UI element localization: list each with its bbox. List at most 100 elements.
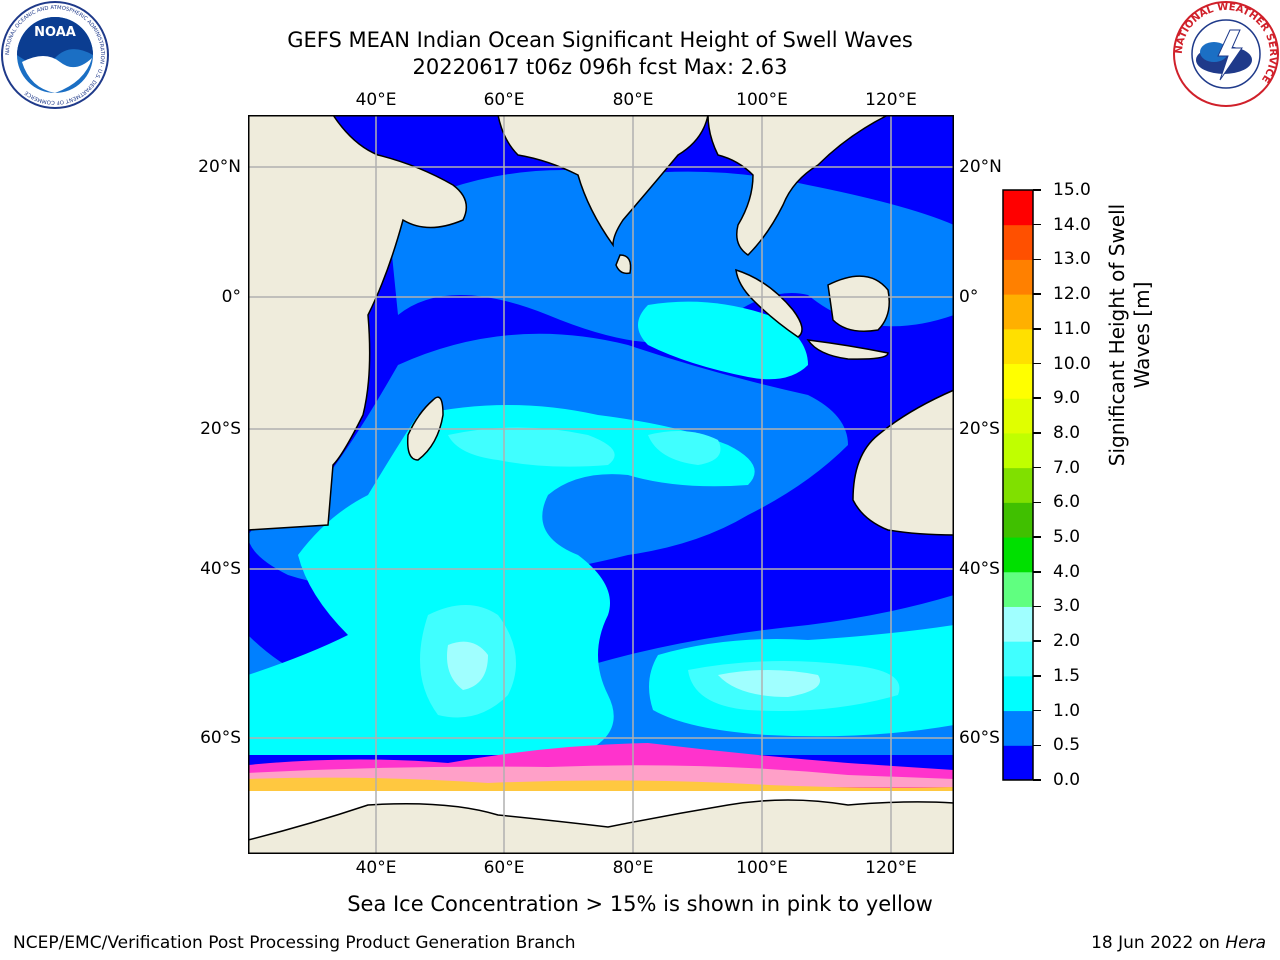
- colorbar-swatch: [1003, 328, 1033, 365]
- map-plot: [248, 115, 954, 854]
- colorbar-tick: [1033, 328, 1041, 330]
- lat-label-left-0: 0°: [221, 287, 241, 307]
- colorbar-swatch: [1003, 432, 1033, 469]
- lon-label-top-60e: 60°E: [483, 90, 525, 110]
- colorbar-tick-label: 10.0: [1053, 353, 1091, 374]
- colorbar-swatch: [1003, 294, 1033, 330]
- colorbar-tick: [1033, 432, 1041, 434]
- colorbar-tick-label: 5.0: [1053, 527, 1081, 548]
- colorbar-swatch: [1003, 398, 1033, 434]
- lon-label-top-40e: 40°E: [355, 90, 397, 110]
- sea-ice-caption: Sea Ice Concentration > 15% is shown in …: [347, 892, 933, 916]
- lon-label-bottom-60e: 60°E: [483, 858, 525, 878]
- colorbar-swatch: [1003, 675, 1033, 712]
- map-frame: [248, 115, 954, 854]
- swell-band-1-1.5: [638, 301, 808, 380]
- colorbar-tick: [1033, 501, 1041, 504]
- swell-band-2-3: [718, 670, 820, 697]
- colorbar-tick: [1033, 189, 1041, 191]
- colorbar-swatch: [1003, 363, 1033, 399]
- colorbar-tick: [1033, 779, 1041, 781]
- colorbar-tick-label: 4.0: [1053, 561, 1081, 582]
- colorbar-tick-label: 1.5: [1053, 665, 1081, 686]
- lat-label-left-60s: 60°S: [200, 728, 241, 748]
- swell-band-0.5-1: [388, 170, 954, 343]
- lon-label-bottom-120e: 120°E: [865, 858, 917, 878]
- colorbar-swatch: [1003, 224, 1033, 260]
- colorbar-swatch: [1003, 467, 1033, 503]
- colorbar-tick: [1033, 571, 1041, 573]
- colorbar-tick-label: 1.0: [1053, 700, 1081, 721]
- colorbar-tick: [1033, 640, 1041, 642]
- colorbar-tick-label: 2.0: [1053, 631, 1081, 652]
- colorbar-swatch: [1003, 606, 1033, 642]
- colorbar-tick: [1033, 675, 1041, 677]
- colorbar-swatch: [1003, 710, 1033, 746]
- lon-label-top-100e: 100°E: [736, 90, 788, 110]
- colorbar-tick-label: 11.0: [1053, 318, 1091, 339]
- colorbar-tick: [1033, 362, 1041, 365]
- colorbar-tick-label: 12.0: [1053, 284, 1091, 305]
- swell-band-1-1.5: [248, 405, 755, 755]
- lon-label-bottom-80e: 80°E: [612, 858, 654, 878]
- lat-label-right-0: 0°: [959, 287, 979, 307]
- colorbar-swatch: [1003, 571, 1033, 607]
- map-subtitle: 20220617 t06z 096h fcst Max: 2.63: [412, 55, 788, 79]
- colorbar-tick: [1033, 293, 1041, 295]
- lon-label-top-120e: 120°E: [865, 90, 917, 110]
- colorbar-tick: [1033, 466, 1041, 469]
- colorbar-title: Significant Height of Swell: [1105, 35, 1129, 635]
- colorbar-tick: [1033, 258, 1041, 261]
- lat-label-right-20n: 20°N: [959, 157, 1002, 177]
- colorbar-swatch: [1003, 745, 1033, 781]
- colorbar-swatch: [1003, 641, 1033, 677]
- colorbar-swatch: [1003, 259, 1033, 295]
- colorbar-tick-label: 8.0: [1053, 422, 1081, 443]
- lat-label-right-60s: 60°S: [959, 728, 1000, 748]
- nws-logo: NATIONAL WEATHER SERVICE: [1173, 1, 1279, 107]
- colorbar-tick: [1033, 605, 1041, 608]
- colorbar-title-line2: Waves [m]: [1130, 281, 1154, 389]
- swell-band-2-3: [447, 641, 488, 690]
- footer-date: 18 Jun 2022 on Hera: [1091, 933, 1266, 953]
- colorbar-tick: [1033, 397, 1041, 399]
- colorbar-tick-label: 7.0: [1053, 457, 1081, 478]
- colorbar-tick-label: 14.0: [1053, 214, 1091, 235]
- colorbar-frame: [1002, 189, 1034, 781]
- colorbar-swatch: [1003, 537, 1033, 573]
- colorbar-tick-label: 15.0: [1053, 180, 1091, 200]
- lon-label-bottom-40e: 40°E: [355, 858, 397, 878]
- footer-date-text: 18 Jun 2022 on: [1091, 933, 1226, 953]
- map-title: GEFS MEAN Indian Ocean Significant Heigh…: [287, 28, 913, 52]
- swell-band-1.5-2: [448, 427, 615, 467]
- noaa-logo: NOAA NATIONAL OCEANIC AND ATMOSPHERIC AD…: [1, 1, 109, 109]
- lat-label-right-40s: 40°S: [959, 559, 1000, 579]
- lon-label-top-80e: 80°E: [612, 90, 654, 110]
- colorbar-tick: [1033, 536, 1041, 538]
- lat-label-left-40s: 40°S: [200, 559, 241, 579]
- colorbar-tick: [1033, 709, 1041, 712]
- colorbar-tick: [1033, 223, 1041, 226]
- footer-source: NCEP/EMC/Verification Post Processing Pr…: [13, 933, 576, 953]
- colorbar-swatch: [1003, 190, 1033, 226]
- lat-label-left-20n: 20°N: [198, 157, 241, 177]
- noaa-logo-text: NOAA: [34, 25, 76, 40]
- graticule: [248, 115, 954, 854]
- colorbar-tick-label: 0.5: [1053, 735, 1081, 756]
- footer-machine: Hera: [1225, 933, 1266, 953]
- land-masses: [248, 115, 954, 854]
- colorbar-title-line1: Significant Height of Swell: [1105, 203, 1129, 467]
- sea-ice-band: [248, 777, 954, 793]
- colorbar-tick-label: 0.0: [1053, 770, 1081, 790]
- lon-label-bottom-100e: 100°E: [736, 858, 788, 878]
- colorbar-tick-label: 6.0: [1053, 492, 1081, 513]
- colorbar-tick: [1033, 744, 1041, 747]
- lat-label-right-20s: 20°S: [959, 419, 1000, 439]
- swell-band-1.5-2: [648, 431, 721, 465]
- colorbar-tick-label: 9.0: [1053, 388, 1081, 409]
- colorbar-tick-label: 13.0: [1053, 249, 1091, 270]
- lat-label-left-20s: 20°S: [200, 419, 241, 439]
- colorbar-swatch: [1003, 502, 1033, 538]
- colorbar: [1002, 189, 1034, 781]
- colorbar-tick-label: 3.0: [1053, 596, 1081, 617]
